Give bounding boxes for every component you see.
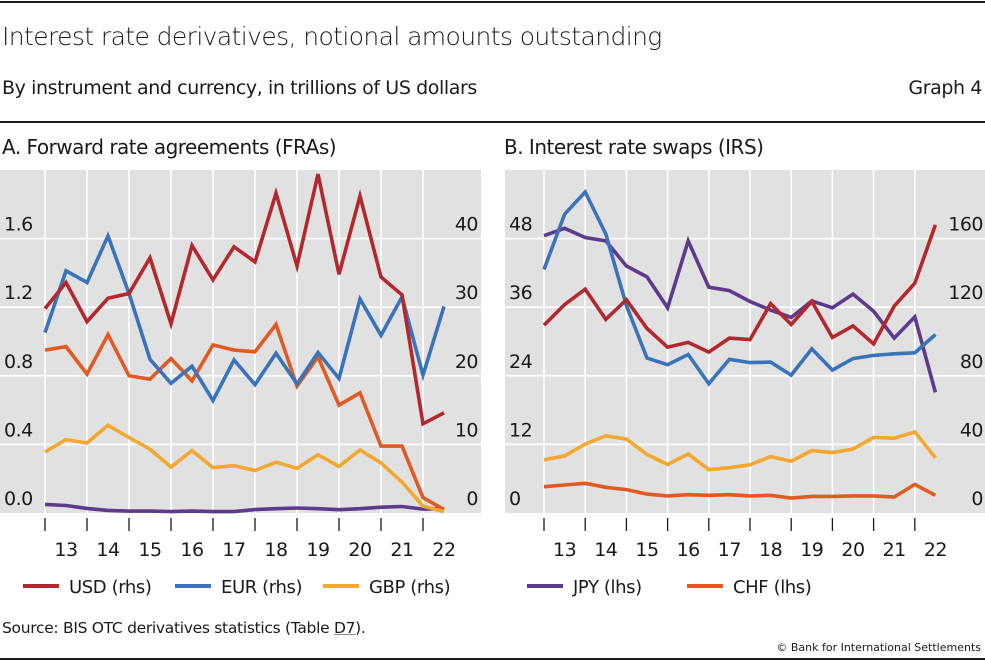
panel-a-ytick-right-label: 40: [455, 214, 478, 236]
chart-title: Interest rate derivatives, notional amou…: [2, 22, 662, 51]
panel-a-xtick-label: 19: [306, 539, 329, 561]
panel-b-ytick-right-label: 160: [948, 214, 983, 236]
panel-b-series-group: [542, 188, 938, 500]
panel-b: 0 12 24 36 48 0 40 80 120 160 13 14 15 16 17 18 19 20 21 22: [505, 170, 985, 561]
panel-a-series-gbp: [44, 423, 445, 514]
panel-a-ytick-right-label: 0: [466, 488, 478, 510]
legend-panel-b: JPY (lhs) CHF (lhs): [527, 577, 812, 598]
panel-a-xtick-label: 22: [432, 539, 455, 561]
panel-a-ytick-left-label: 0.8: [4, 351, 33, 373]
table-d7-link[interactable]: D7: [333, 619, 356, 637]
panel-b-title: B. Interest rate swaps (IRS): [504, 135, 764, 159]
legend-a-label-eur: EUR (rhs): [221, 577, 302, 598]
panel-b-ytick-right-label: 80: [960, 351, 983, 373]
panel-a-xtick-label: 21: [390, 539, 413, 561]
legend-a-label-usd: USD (rhs): [69, 577, 152, 598]
source-prefix: Source: BIS OTC derivatives statistics (…: [2, 619, 334, 637]
panel-a-series-chf: [44, 320, 445, 512]
panel-b-xtick-label: 20: [841, 539, 864, 561]
panel-b-ytick-left-label: 36: [509, 282, 532, 304]
panel-b-xtick-label: 14: [594, 539, 618, 561]
graph-number: Graph 4: [908, 77, 982, 99]
panel-b-ytick-left-label: 12: [509, 419, 532, 441]
panel-b-series-usd: [542, 224, 938, 355]
panel-b-series-chf: [543, 481, 937, 500]
panel-a-series-jpy: [44, 502, 445, 514]
panel-b-xtick-label: 13: [553, 539, 576, 561]
panel-a-ytick-left-label: 1.6: [4, 214, 33, 236]
panel-b-xtick-label: 22: [924, 539, 947, 561]
panel-b-series-gbp: [543, 429, 937, 472]
panel-a: 0.0 0.4 0.8 1.2 1.6 0 10 20 30 40 13 14 15 16 17 18 19 20…: [0, 170, 481, 561]
panel-a-xtick-label: 18: [264, 539, 287, 561]
panel-b-ytick-left-label: 0: [509, 488, 521, 510]
panel-b-xtick-label: 15: [635, 539, 658, 561]
panel-b-ytick-right-label: 0: [971, 488, 983, 510]
panel-a-ytick-right-label: 30: [455, 282, 478, 304]
panel-b-ytick-left-label: 48: [509, 214, 532, 236]
panel-a-xtick-label: 20: [348, 539, 371, 561]
panel-a-plot-area: [0, 170, 481, 513]
bottom-rule: [0, 658, 985, 660]
legend-panel-a: USD (rhs) EUR (rhs) GBP (rhs): [23, 577, 451, 598]
panel-a-xtick-label: 16: [180, 539, 203, 561]
panel-a-xtick-label: 14: [96, 539, 120, 561]
panel-b-ytick-left-label: 24: [509, 351, 533, 373]
panel-a-ytick-right-label: 20: [455, 351, 478, 373]
panel-a-series-usd: [43, 173, 445, 427]
panel-b-ytick-right-label: 120: [948, 282, 983, 304]
panel-a-series-eur: [43, 231, 446, 405]
panel-a-series-group: [43, 173, 446, 514]
panel-b-xtick-label: 19: [800, 539, 823, 561]
top-rule: [0, 1, 985, 3]
panel-a-ytick-left-label: 1.2: [4, 282, 33, 304]
panel-a-ytick-left-label: 0.4: [4, 419, 33, 441]
panel-a-xtick-label: 17: [222, 539, 245, 561]
panel-b-xtick-label: 18: [759, 539, 782, 561]
panel-a-xtick-label: 15: [138, 539, 161, 561]
panel-a-ytick-right-label: 10: [455, 419, 478, 441]
source-note: Source: BIS OTC derivatives statistics (…: [2, 619, 366, 637]
panel-b-series-eur: [542, 188, 937, 387]
panel-a-ytick-left-label: 0.0: [4, 488, 33, 510]
copyright-notice: © Bank for International Settlements: [776, 641, 981, 654]
panel-b-plot-area: [505, 170, 985, 513]
panel-b-xtick-label: 21: [883, 539, 906, 561]
panel-b-ytick-right-label: 40: [960, 419, 983, 441]
panel-a-title: A. Forward rate agreements (FRAs): [2, 135, 337, 159]
panel-a-xtick-label: 13: [54, 539, 77, 561]
header-rule: [0, 121, 985, 123]
legend-b-label-jpy: JPY (lhs): [572, 577, 642, 598]
panel-b-xtick-label: 16: [677, 539, 700, 561]
chart-subtitle: By instrument and currency, in trillions…: [2, 77, 477, 99]
panel-b-xtick-label: 17: [718, 539, 741, 561]
legend-b-label-chf: CHF (lhs): [733, 577, 811, 598]
source-suffix: ).: [355, 619, 366, 637]
legend-a-label-gbp: GBP (rhs): [369, 577, 450, 598]
